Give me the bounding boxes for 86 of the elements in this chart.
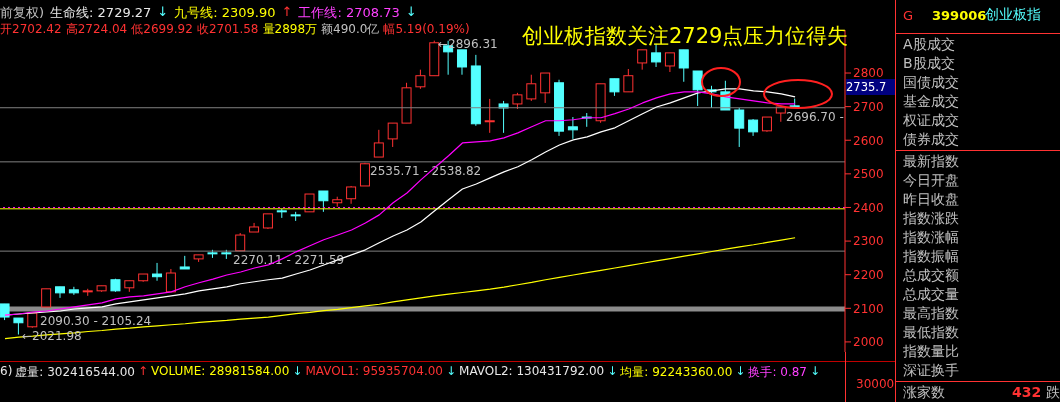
ref-line-label: 2696.70 - (786, 109, 844, 124)
text: 前复权) (0, 4, 45, 22)
text: 今日开盘 (903, 172, 959, 190)
candlestick (55, 286, 66, 299)
text: 指数振幅 (903, 248, 959, 266)
text: 均量: 92243360.00 (620, 364, 733, 381)
band-label: 2090.30 - 2105.24 (40, 313, 152, 328)
candlestick (387, 122, 398, 148)
text: MAVOL1: 95935704.00 (305, 364, 443, 380)
text: ↓ (157, 4, 169, 21)
text: 九号线: 2309.90 (174, 4, 276, 22)
candlestick (692, 70, 703, 107)
candlestick (664, 52, 675, 73)
text: 深证换手 (903, 362, 959, 380)
text: G (903, 8, 914, 23)
text: 2735.7 (846, 79, 895, 95)
text: 最高指数 (903, 305, 959, 323)
candlestick (415, 69, 426, 90)
candlestick (623, 68, 634, 93)
line-series (4, 237, 796, 340)
candlestick (456, 49, 467, 76)
annotation: 量2898万 (262, 21, 318, 38)
chart-title: 创业板指数关注2729点压力位得失 (522, 23, 849, 50)
text: 最低指数 (903, 324, 959, 342)
text: 换手: 0.87 (748, 364, 807, 381)
text: VOLUME: 28981584.00 (151, 364, 290, 380)
text: ↓ (809, 364, 821, 380)
annotation: 收2701.58 (196, 21, 259, 38)
annotation: 低2699.92 (131, 21, 193, 38)
text: 指数涨跌 (903, 210, 959, 228)
text: 30000 (856, 377, 895, 391)
y-tick-label: 2000 (853, 335, 884, 350)
candlestick (526, 74, 537, 102)
text: 债券成交 (903, 131, 959, 149)
text: A股成交 (903, 36, 955, 54)
y-tick-label: 2500 (853, 167, 884, 182)
text: ↑ (281, 4, 293, 21)
text: ↓ (405, 4, 417, 21)
candlestick (678, 49, 689, 83)
annotation: 开2702.42 (0, 21, 62, 38)
text: 总成交额 (903, 267, 959, 285)
y-tick-label: 2300 (853, 234, 884, 249)
candlestick (637, 49, 648, 71)
annotation: 幅5.19(0.19%) (383, 21, 470, 38)
y-tick-label: 2400 (853, 200, 884, 215)
text: ↑ (137, 364, 149, 380)
text: 最新指数 (903, 153, 959, 171)
text: 国债成交 (903, 74, 959, 92)
y-tick-label: 2100 (853, 301, 884, 316)
text: 指数涨幅 (903, 229, 959, 247)
y-tick-label: 2800 (853, 66, 884, 81)
text: ↓ (445, 364, 457, 380)
text: 指数量比 (903, 343, 959, 361)
text: ↓ (735, 364, 746, 380)
candlestick (734, 107, 745, 148)
text: 工作线: 2708.73 (298, 4, 400, 22)
text: ↓ (292, 364, 303, 380)
candlestick (567, 116, 578, 140)
candlestick (540, 72, 551, 104)
text: 399006 (932, 8, 987, 23)
text: 总成交量 (903, 286, 959, 304)
text: 6) (0, 364, 13, 380)
text: 432 (1012, 384, 1042, 400)
candlestick (41, 288, 52, 308)
annotation: 高2724.04 (65, 21, 128, 38)
text: 涨家数 (903, 384, 945, 402)
candlestick (152, 262, 163, 282)
ref-line-label: 2535.71 - 2538.82 (370, 163, 482, 178)
y-tick-label: 2700 (853, 99, 884, 114)
candlestick (484, 98, 495, 134)
annotation: 额490.0亿 (321, 21, 380, 38)
text: 基金成交 (903, 93, 959, 111)
text: 虚量: 302416544.00 (15, 364, 135, 381)
candlestick (373, 129, 384, 158)
text: 生命线: 2729.27 (50, 4, 152, 22)
text: 昨日收盘 (903, 191, 959, 209)
text: B股成交 (903, 55, 955, 73)
y-tick-label: 2600 (853, 133, 884, 148)
text: 跌 (1046, 384, 1060, 402)
text: 权证成交 (903, 112, 959, 130)
text: MAVOL2: 130431792.00 (459, 364, 605, 380)
y-tick-label: 2200 (853, 267, 884, 282)
text: ↓ (607, 364, 618, 380)
candlestick (318, 190, 329, 213)
candlestick (68, 286, 79, 296)
text: 创业板指 (985, 6, 1041, 24)
